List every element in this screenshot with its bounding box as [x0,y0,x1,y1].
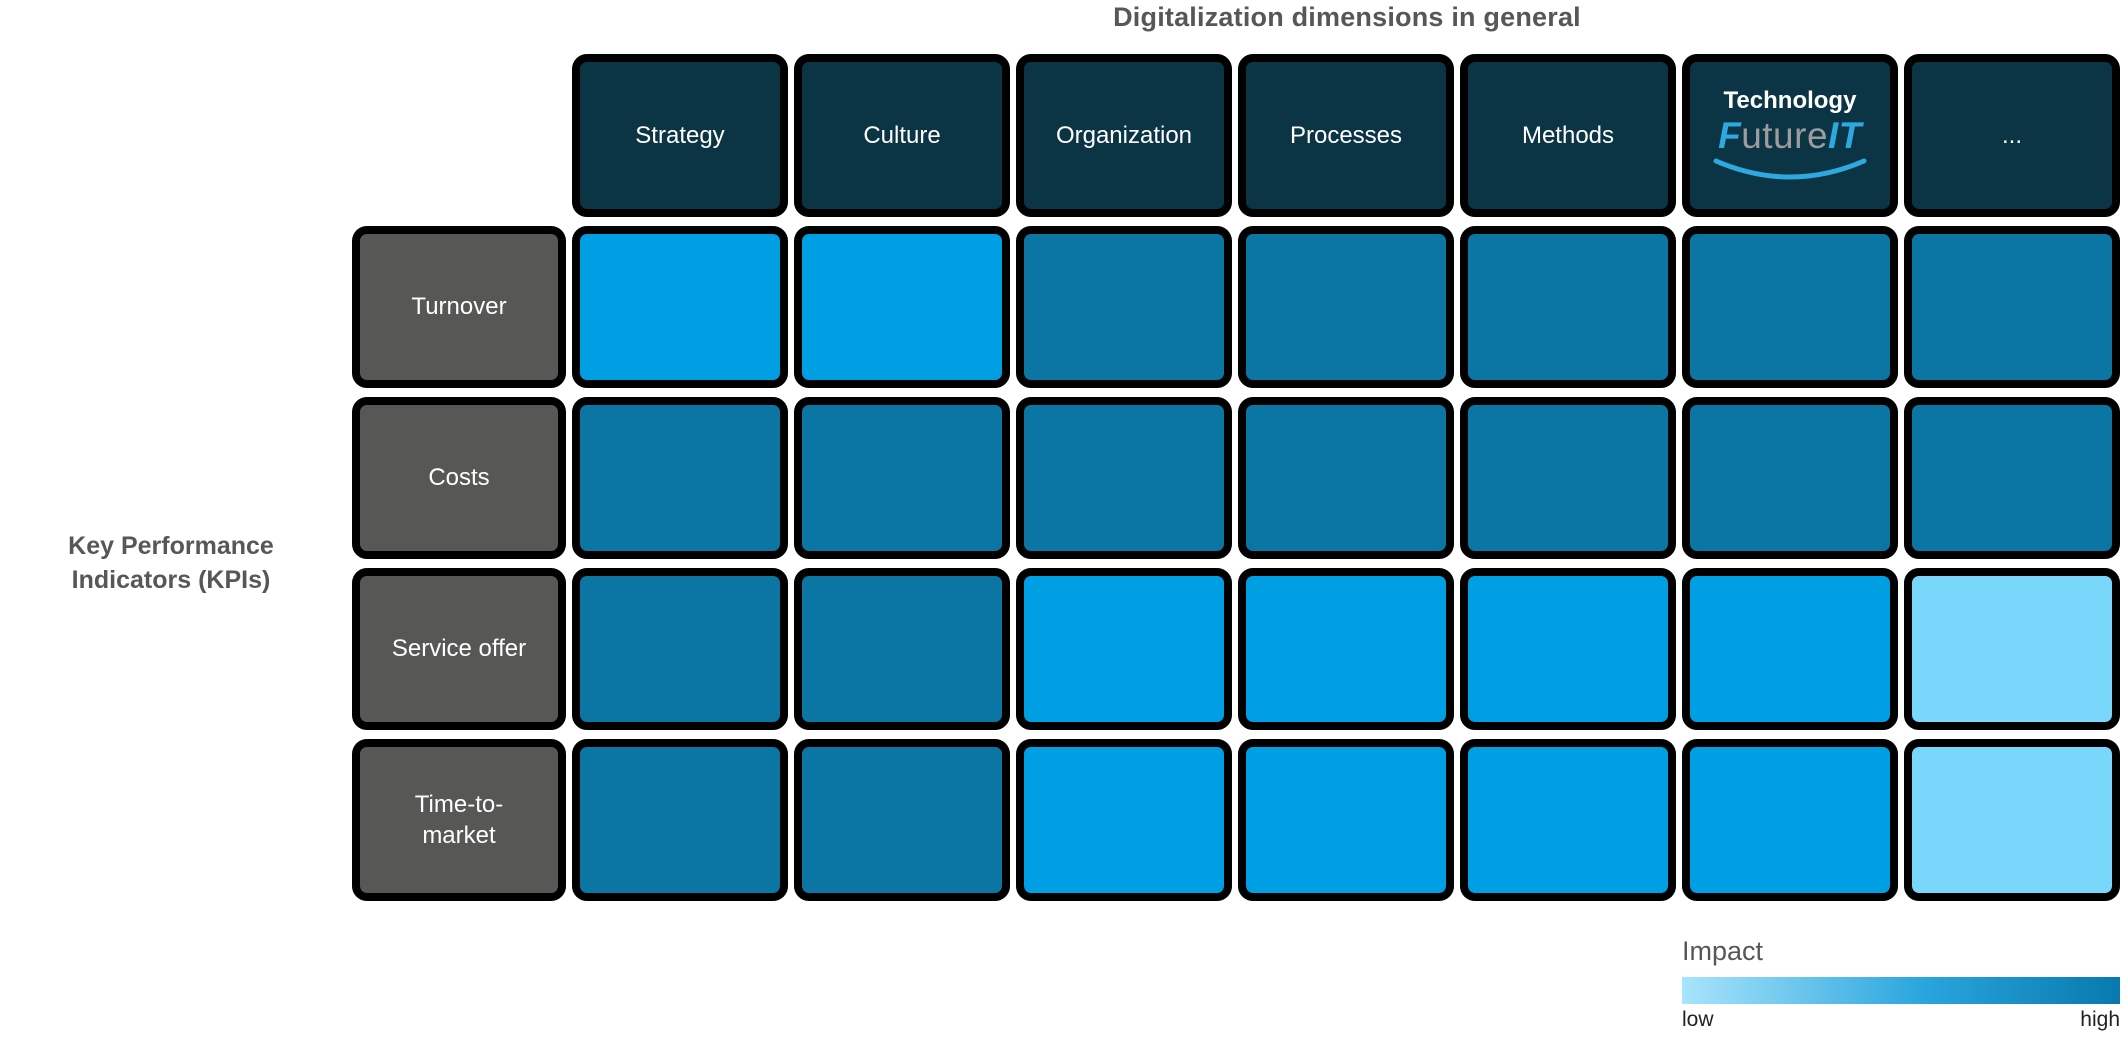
row-label-text: Turnover [411,293,507,321]
logo-swoosh-arc [1713,158,1867,180]
row-label-text: Service offer [391,635,527,663]
row-label-time-to-market: Time-to-market [352,739,566,901]
column-header-technology: Technology FutureIT [1682,54,1898,217]
legend-title: Impact [1682,936,1764,966]
futureit-logo: FutureIT [1718,115,1862,157]
row-label-costs: Costs [352,397,566,559]
futureit-logo-it: IT [1828,115,1862,157]
cell-time-to-market-culture [794,739,1010,901]
cell-costs-organization [1016,397,1232,559]
cell-service-offer-processes [1238,568,1454,730]
cell-turnover-organization [1016,226,1232,388]
left-axis-label-line1: Key Performance [68,532,274,560]
cell-turnover-processes [1238,226,1454,388]
futureit-logo-uture: uture [1741,115,1829,157]
cell-costs-methods [1460,397,1676,559]
cell-service-offer-technology [1682,568,1898,730]
column-header-label: Organization [1055,121,1193,149]
left-axis-label: Key Performance Indicators (KPIs) [6,530,336,598]
column-header-label: ... [2001,121,2022,149]
legend-scale-labels: low high [1682,1008,2120,1032]
column-header-processes: Processes [1238,54,1454,217]
column-header-label: Technology [1723,86,1857,114]
cell-time-to-market-processes [1238,739,1454,901]
column-header-label: Processes [1289,121,1403,149]
legend-high-label: high [2080,1008,2120,1031]
row-label-service-offer: Service offer [352,568,566,730]
column-header-label: Culture [863,121,941,149]
futureit-logo-f: F [1718,115,1742,157]
cell-time-to-market-more [1904,739,2120,901]
impact-legend: Impact low high [1682,936,2120,1032]
corner-spacer [352,54,566,217]
row-label-text: Costs [428,464,490,492]
cell-time-to-market-organization [1016,739,1232,901]
cell-turnover-culture [794,226,1010,388]
column-header-label: Methods [1521,121,1615,149]
cell-costs-processes [1238,397,1454,559]
cell-time-to-market-strategy [572,739,788,901]
column-header-more: ... [1904,54,2120,217]
cell-costs-culture [794,397,1010,559]
column-header-culture: Culture [794,54,1010,217]
column-header-strategy: Strategy [572,54,788,217]
cell-time-to-market-technology [1682,739,1898,901]
cell-costs-more [1904,397,2120,559]
legend-gradient-bar [1682,977,2120,1004]
cell-time-to-market-methods [1460,739,1676,901]
cell-turnover-strategy [572,226,788,388]
cell-turnover-methods [1460,226,1676,388]
column-header-label: Strategy [635,121,725,149]
cell-service-offer-organization [1016,568,1232,730]
left-axis-label-line2: Indicators (KPIs) [71,565,271,594]
legend-low-label: low [1682,1008,1714,1031]
row-label-text: Time-to-market [414,790,504,849]
cell-service-offer-culture [794,568,1010,730]
cell-turnover-technology [1682,226,1898,388]
cell-costs-strategy [572,397,788,559]
cell-costs-technology [1682,397,1898,559]
cell-service-offer-strategy [572,568,788,730]
column-header-organization: Organization [1016,54,1232,217]
cell-turnover-more [1904,226,2120,388]
column-header-methods: Methods [1460,54,1676,217]
cell-service-offer-more [1904,568,2120,730]
figure-title: Digitalization dimensions in general [1113,2,1581,32]
impact-matrix-grid: Strategy Culture Organization Processes Meth… [352,54,2120,901]
cell-service-offer-methods [1460,568,1676,730]
row-label-turnover: Turnover [352,226,566,388]
